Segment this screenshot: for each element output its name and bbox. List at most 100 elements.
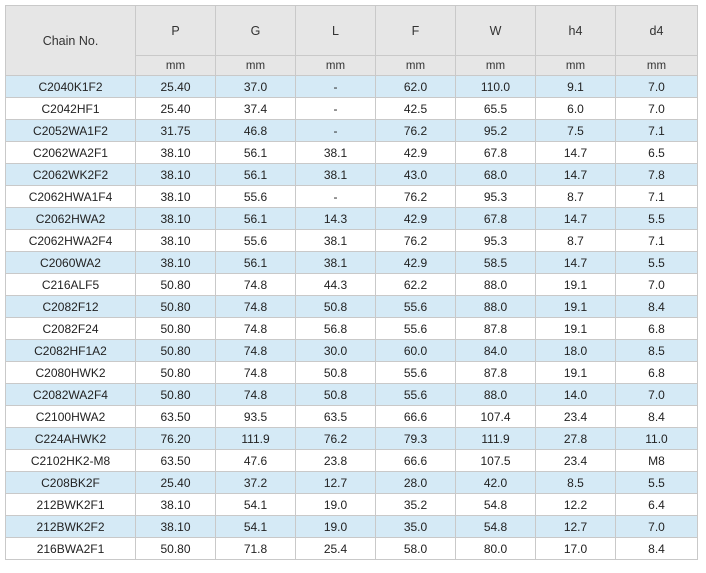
cell-p: 63.50 (135, 405, 216, 428)
cell-f: 28.0 (375, 471, 456, 494)
table-row: C2060WA2 38.10 56.1 38.1 42.9 58.5 14.7 5.5 (5, 251, 698, 274)
cell-d4: 7.1 (615, 229, 698, 252)
cell-d4: 7.1 (615, 185, 698, 208)
column-header-g: G (215, 5, 296, 56)
cell-l: 23.8 (295, 449, 376, 472)
cell-h4: 7.5 (535, 119, 616, 142)
column-header-d4: d4 (615, 5, 698, 56)
cell-l: 56.8 (295, 317, 376, 340)
chain-no-cell: C2040K1F2 (5, 75, 136, 98)
cell-w: 88.0 (455, 273, 536, 296)
cell-d4: M8 (615, 449, 698, 472)
cell-g: 54.1 (215, 493, 296, 516)
cell-w: 95.2 (455, 119, 536, 142)
chain-no-cell: C2100HWA2 (5, 405, 136, 428)
cell-h4: 17.0 (535, 537, 616, 560)
cell-h4: 27.8 (535, 427, 616, 450)
table-row: C2040K1F2 25.40 37.0-62.0 110.0 9.1 7.0 (5, 75, 698, 98)
chain-no-cell: C2082F24 (5, 317, 136, 340)
cell-f: 55.6 (375, 295, 456, 318)
table-row: C208BK2F 25.40 37.2 12.7 28.0 42.0 8.5 5.5 (5, 471, 698, 494)
column-header-l: L (295, 5, 376, 56)
chain-no-cell: C208BK2F (5, 471, 136, 494)
cell-f: 79.3 (375, 427, 456, 450)
cell-f: 42.9 (375, 251, 456, 274)
cell-p: 50.80 (135, 339, 216, 362)
cell-h4: 19.1 (535, 273, 616, 296)
cell-f: 43.0 (375, 163, 456, 186)
cell-w: 87.8 (455, 317, 536, 340)
cell-h4: 18.0 (535, 339, 616, 362)
chain-no-cell: C2082F12 (5, 295, 136, 318)
cell-d4: 8.4 (615, 295, 698, 318)
table-row: C2062HWA1F4 38.10 55.6-76.2 95.3 8.7 7.1 (5, 185, 698, 208)
cell-f: 76.2 (375, 229, 456, 252)
cell-w: 65.5 (455, 97, 536, 120)
cell-g: 47.6 (215, 449, 296, 472)
table-row: C2052WA1F2 31.75 46.8-76.2 95.2 7.5 7.1 (5, 119, 698, 142)
chain-spec-table: Chain No. P G L F W h4 d4 mm mm mm mm mm… (5, 5, 698, 560)
cell-p: 50.80 (135, 383, 216, 406)
cell-f: 35.0 (375, 515, 456, 538)
cell-f: 76.2 (375, 185, 456, 208)
cell-g: 55.6 (215, 229, 296, 252)
cell-d4: 7.0 (615, 75, 698, 98)
cell-g: 56.1 (215, 251, 296, 274)
cell-d4: 6.8 (615, 317, 698, 340)
cell-h4: 19.1 (535, 361, 616, 384)
chain-no-cell: C2102HK2-M8 (5, 449, 136, 472)
cell-d4: 7.0 (615, 273, 698, 296)
cell-g: 74.8 (215, 273, 296, 296)
chain-no-cell: C224AHWK2 (5, 427, 136, 450)
cell-h4: 12.7 (535, 515, 616, 538)
unit-l: mm (295, 55, 376, 76)
chain-no-cell: C2080HWK2 (5, 361, 136, 384)
cell-d4: 8.5 (615, 339, 698, 362)
cell-h4: 14.7 (535, 163, 616, 186)
cell-g: 46.8 (215, 119, 296, 142)
cell-l: - (295, 97, 376, 120)
cell-p: 38.10 (135, 141, 216, 164)
unit-f: mm (375, 55, 456, 76)
cell-d4: 7.0 (615, 97, 698, 120)
cell-l: 63.5 (295, 405, 376, 428)
cell-g: 56.1 (215, 163, 296, 186)
cell-h4: 14.7 (535, 141, 616, 164)
cell-h4: 8.7 (535, 185, 616, 208)
cell-g: 74.8 (215, 295, 296, 318)
chain-no-cell: C2060WA2 (5, 251, 136, 274)
chain-no-cell: 216BWA2F1 (5, 537, 136, 560)
column-header-w: W (455, 5, 536, 56)
chain-no-cell: 212BWK2F2 (5, 515, 136, 538)
unit-p: mm (135, 55, 216, 76)
cell-p: 25.40 (135, 97, 216, 120)
table-row: C2062HWA2 38.10 56.1 14.3 42.9 67.8 14.7 5.5 (5, 207, 698, 230)
cell-g: 74.8 (215, 383, 296, 406)
cell-f: 55.6 (375, 383, 456, 406)
cell-d4: 8.4 (615, 537, 698, 560)
cell-l: 50.8 (295, 383, 376, 406)
cell-p: 76.20 (135, 427, 216, 450)
cell-w: 88.0 (455, 295, 536, 318)
cell-w: 58.5 (455, 251, 536, 274)
cell-d4: 7.0 (615, 515, 698, 538)
cell-l: 19.0 (295, 515, 376, 538)
cell-p: 38.10 (135, 251, 216, 274)
chain-no-cell: C216ALF5 (5, 273, 136, 296)
table-row: C224AHWK2 76.20 111.9 76.2 79.3 111.9 27.8 11.0 (5, 427, 698, 450)
cell-l: - (295, 75, 376, 98)
cell-w: 87.8 (455, 361, 536, 384)
chain-no-cell: C2062WK2F2 (5, 163, 136, 186)
cell-l: - (295, 185, 376, 208)
cell-w: 67.8 (455, 207, 536, 230)
cell-f: 62.0 (375, 75, 456, 98)
cell-h4: 23.4 (535, 449, 616, 472)
cell-p: 31.75 (135, 119, 216, 142)
cell-d4: 6.4 (615, 493, 698, 516)
table-row: C2080HWK2 50.80 74.8 50.8 55.6 87.8 19.1 6.8 (5, 361, 698, 384)
unit-d4: mm (615, 55, 698, 76)
cell-g: 37.4 (215, 97, 296, 120)
cell-p: 50.80 (135, 317, 216, 340)
cell-l: 14.3 (295, 207, 376, 230)
column-header-f: F (375, 5, 456, 56)
